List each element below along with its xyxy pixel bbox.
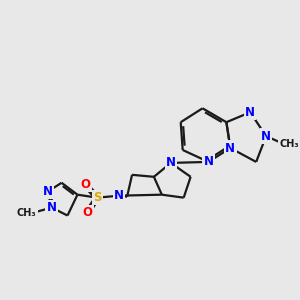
Text: N: N	[114, 189, 124, 202]
Text: N: N	[245, 106, 255, 119]
Text: N: N	[166, 156, 176, 170]
Text: N: N	[261, 130, 271, 142]
Text: N: N	[203, 155, 214, 168]
Text: N: N	[43, 185, 53, 198]
Text: S: S	[93, 191, 102, 204]
Text: O: O	[82, 206, 92, 219]
Text: N: N	[225, 142, 236, 154]
Text: CH₃: CH₃	[17, 208, 37, 218]
Text: CH₃: CH₃	[279, 139, 299, 149]
Text: N: N	[46, 201, 57, 214]
Text: O: O	[80, 178, 90, 191]
